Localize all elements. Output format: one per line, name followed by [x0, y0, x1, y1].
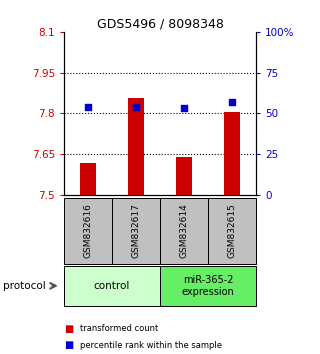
Bar [224, 112, 240, 195]
Bar [128, 98, 144, 195]
Title: GDS5496 / 8098348: GDS5496 / 8098348 [97, 18, 223, 31]
Point [133, 104, 139, 110]
Text: percentile rank within the sample: percentile rank within the sample [80, 341, 222, 350]
Text: ■: ■ [64, 324, 73, 333]
Text: transformed count: transformed count [80, 324, 158, 333]
Text: GSM832616: GSM832616 [84, 204, 92, 258]
Point [229, 99, 235, 105]
Bar [80, 163, 96, 195]
Text: ■: ■ [64, 340, 73, 350]
Point [85, 104, 91, 110]
Text: GSM832617: GSM832617 [132, 204, 140, 258]
Text: miR-365-2
expression: miR-365-2 expression [182, 275, 234, 297]
Bar [176, 157, 192, 195]
Text: control: control [94, 281, 130, 291]
Text: GSM832615: GSM832615 [228, 204, 236, 258]
Text: GSM832614: GSM832614 [180, 204, 188, 258]
Point [181, 105, 187, 111]
Text: protocol: protocol [3, 281, 46, 291]
